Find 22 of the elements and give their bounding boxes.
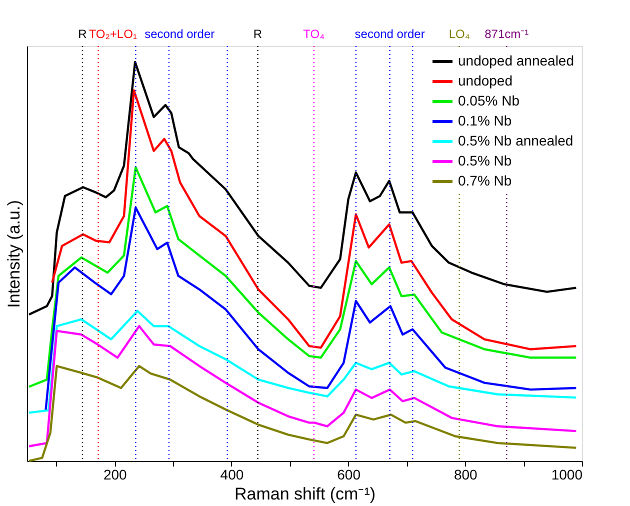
x-tick-label: 400 bbox=[220, 466, 244, 482]
y-axis-title: Intensity (a.u.) bbox=[4, 200, 24, 308]
x-tick-label: 200 bbox=[103, 466, 128, 482]
ref-line-label: TO₄ bbox=[303, 27, 325, 41]
ref-line-label: R bbox=[78, 27, 88, 41]
legend-label: 0.05% Nb bbox=[458, 92, 520, 108]
legend-label: 0.1% Nb bbox=[458, 112, 512, 128]
legend-label: undoped annealed bbox=[458, 52, 574, 68]
legend-label: 0.5% Nb annealed bbox=[458, 132, 574, 148]
ref-line-label: LO₄ bbox=[448, 27, 470, 41]
ref-line-label: TO₂+LO₁ bbox=[88, 27, 137, 41]
x-tick-label: 1000 bbox=[551, 466, 583, 482]
x-axis-title: Raman shift (cm⁻¹) bbox=[234, 484, 376, 504]
legend-label: 0.5% Nb bbox=[458, 152, 512, 168]
ref-line-label: R bbox=[253, 27, 262, 41]
ref-line-label: second order bbox=[144, 27, 215, 41]
ref-line-label: second order bbox=[354, 27, 425, 41]
legend-label: undoped bbox=[458, 72, 513, 88]
legend-label: 0.7% Nb bbox=[458, 172, 512, 188]
ref-line-label: 871cm⁻¹ bbox=[484, 27, 529, 41]
x-tick-label: 600 bbox=[337, 466, 361, 482]
x-tick-label: 800 bbox=[454, 466, 478, 482]
